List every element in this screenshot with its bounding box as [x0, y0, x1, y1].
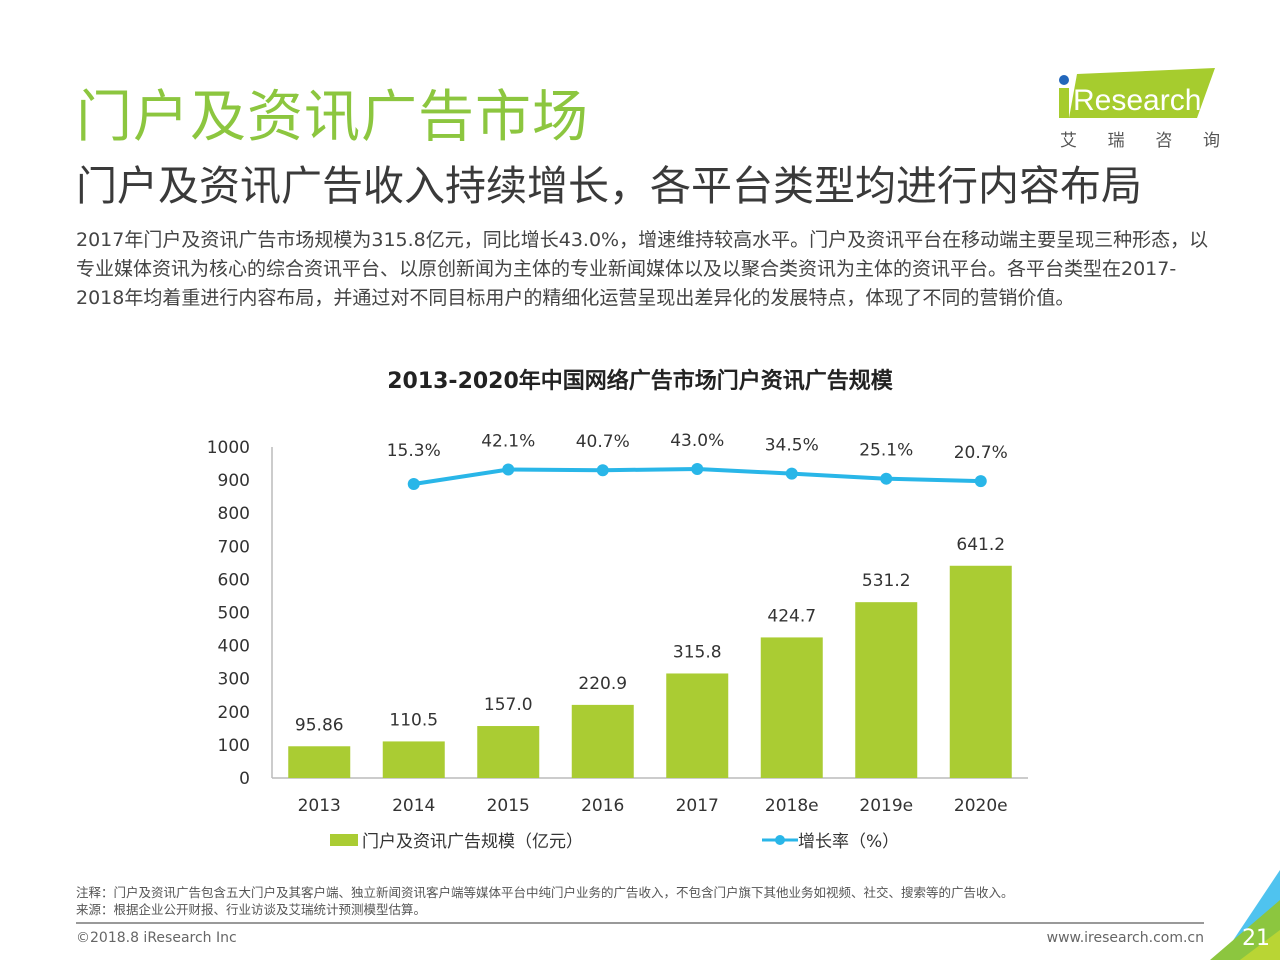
- y-tick-label: 200: [218, 703, 250, 723]
- y-tick-label: 100: [218, 736, 250, 756]
- page-subtitle: 门户及资讯广告收入持续增长，各平台类型均进行内容布局: [76, 162, 1142, 210]
- bar: [666, 673, 729, 778]
- growth-data-label: 20.7%: [954, 443, 1008, 463]
- x-tick-label: 2017: [676, 796, 719, 816]
- footnote-note: 注释：门户及资讯广告包含五大门户及其客户端、独立新闻资讯客户端等媒体平台中纯门户…: [76, 885, 1014, 900]
- website-link[interactable]: www.iresearch.com.cn: [1046, 930, 1204, 946]
- x-tick-label: 2014: [392, 796, 435, 816]
- footer-divider: [76, 922, 1204, 924]
- growth-point: [880, 472, 893, 485]
- y-tick-label: 300: [218, 670, 250, 690]
- logo-char: 艾: [1060, 131, 1077, 151]
- x-tick-label: 2020e: [954, 796, 1008, 816]
- legend-item-line: 增长率（%）: [762, 827, 899, 852]
- bar-data-label: 220.9: [578, 674, 627, 694]
- legend-line-marker-icon: [762, 834, 798, 845]
- svg-text:Research: Research: [1073, 84, 1201, 117]
- y-tick-label: 1000: [207, 438, 250, 458]
- logo-chinese-name: 艾 瑞 咨 询: [1060, 126, 1220, 151]
- logo-char: 询: [1202, 131, 1220, 151]
- growth-data-label: 25.1%: [859, 441, 913, 461]
- growth-data-label: 43.0%: [670, 431, 724, 451]
- growth-point: [596, 464, 609, 477]
- corner-decoration: [1210, 870, 1280, 960]
- page-title: 门户及资讯广告市场: [76, 85, 589, 150]
- bar: [760, 637, 823, 778]
- legend-bar-swatch: [330, 833, 358, 846]
- y-tick-label: 600: [218, 570, 250, 590]
- x-tick-label: 2015: [487, 796, 530, 816]
- legend-line-label: 增长率（%）: [798, 832, 900, 852]
- growth-point: [785, 467, 798, 480]
- bar: [949, 565, 1012, 778]
- legend-bar-label: 门户及资讯广告规模（亿元）: [362, 832, 583, 852]
- bar-data-label: 110.5: [389, 710, 438, 730]
- footnote-source: 来源：根据企业公开财报、行业访谈及艾瑞统计预测模型估算。: [76, 902, 427, 917]
- y-tick-label: 900: [218, 471, 250, 491]
- page-number: 21: [1242, 926, 1270, 951]
- bar-data-label: 157.0: [484, 695, 533, 715]
- logo-char: 瑞: [1107, 131, 1125, 151]
- bar: [382, 741, 445, 778]
- summary-paragraph: 2017年门户及资讯广告市场规模为315.8亿元，同比增长43.0%，增速维持较…: [76, 229, 1209, 309]
- footnote: 注释：门户及资讯广告包含五大门户及其客户端、独立新闻资讯客户端等媒体平台中纯门户…: [76, 884, 1014, 918]
- bar-data-label: 315.8: [673, 642, 722, 662]
- bar-data-label: 531.2: [862, 571, 911, 591]
- growth-point: [407, 478, 420, 490]
- logo-char: 咨: [1155, 131, 1173, 151]
- y-tick-label: 500: [218, 604, 250, 624]
- bar-data-label: 424.7: [767, 606, 816, 626]
- legend-item-bar: 门户及资讯广告规模（亿元）: [330, 827, 583, 852]
- x-tick-label: 2018e: [765, 796, 819, 816]
- growth-point: [502, 463, 515, 476]
- bar-data-label: 641.2: [956, 535, 1005, 555]
- growth-data-label: 40.7%: [576, 432, 630, 452]
- chart-title: 2013-2020年中国网络广告市场门户资讯广告规模: [387, 369, 893, 394]
- x-tick-label: 2016: [581, 796, 624, 816]
- growth-data-label: 15.3%: [387, 441, 441, 461]
- iresearch-logo: Research: [1059, 68, 1215, 118]
- y-tick-label: 0: [239, 769, 250, 789]
- bar: [571, 704, 634, 778]
- bar-data-label: 95.86: [295, 715, 344, 735]
- bar: [477, 726, 540, 778]
- growth-data-label: 42.1%: [481, 431, 535, 451]
- bar: [288, 746, 351, 778]
- growth-data-label: 34.5%: [765, 436, 819, 456]
- y-tick-label: 400: [218, 637, 250, 657]
- growth-point: [974, 475, 987, 488]
- growth-point: [691, 463, 704, 475]
- y-tick-label: 800: [218, 504, 250, 524]
- y-tick-label: 700: [218, 537, 250, 557]
- bar: [855, 602, 918, 778]
- x-tick-label: 2013: [298, 796, 341, 816]
- copyright: ©2018.8 iResearch Inc: [76, 930, 237, 946]
- x-tick-label: 2019e: [859, 796, 913, 816]
